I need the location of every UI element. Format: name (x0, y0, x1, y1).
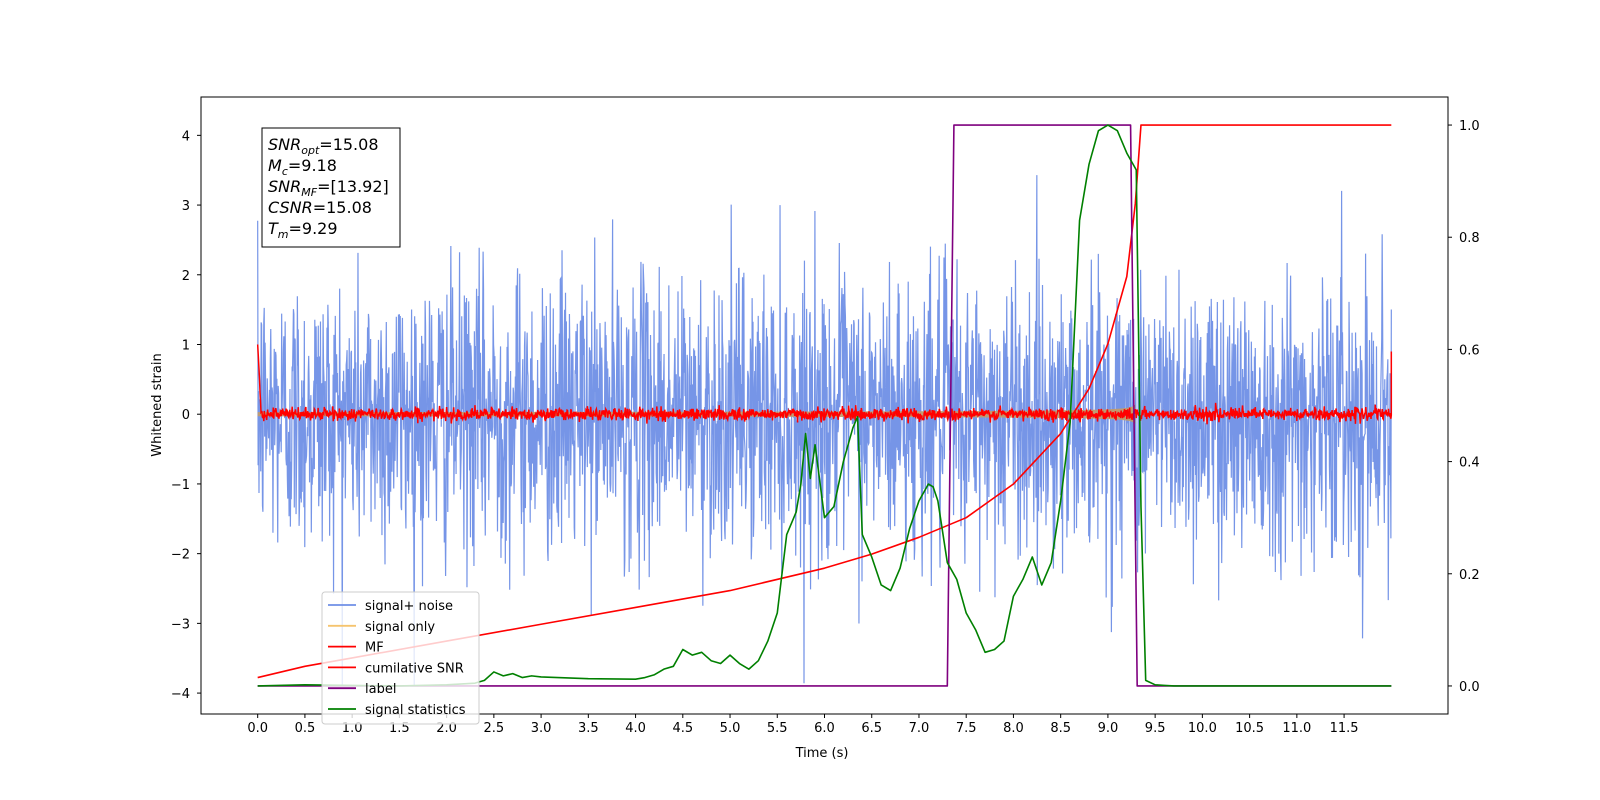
y-tick-label: 1 (182, 338, 190, 353)
x-tick-label: 1.5 (389, 721, 410, 736)
x-tick-label: 4.5 (672, 721, 693, 736)
signal-noise-series (257, 175, 1392, 687)
annotation-line: Mc=9.18 (268, 156, 337, 178)
legend-entry: label (365, 682, 396, 697)
y2-tick-label: 0.2 (1459, 568, 1480, 583)
annotation-line: Tm=9.29 (268, 219, 338, 241)
x-tick-label: 6.0 (814, 721, 835, 736)
y-tick-label: 4 (182, 129, 190, 144)
signal-statistics-line (257, 124, 1392, 687)
y-tick-label: 2 (182, 269, 190, 284)
y2-axis-ticks: 1.0 0.8 0.6 0.4 0.2 0.0 (1448, 119, 1480, 695)
x-axis-ticks: 0.0 0.5 1.0 1.5 2.0 2.5 3.0 3.5 4.0 4.5 5.0 5.5 6.0 6… (247, 714, 1359, 736)
y2-tick-label: 0.8 (1459, 231, 1480, 246)
y-tick-label: −2 (171, 548, 190, 563)
mf-series (256, 344, 1393, 425)
x-axis-label: Time (s) (795, 746, 849, 761)
x-tick-label: 7.0 (909, 721, 930, 736)
annotation-line: SNRMF=[13.92] (268, 177, 389, 199)
y-tick-label: −4 (171, 687, 190, 702)
x-tick-label: 11.0 (1282, 721, 1311, 736)
x-tick-label: 5.5 (767, 721, 788, 736)
x-tick-label: 2.0 (436, 721, 457, 736)
annotation-line: CSNR=15.08 (268, 198, 372, 217)
x-tick-label: 6.5 (861, 721, 882, 736)
y-axis-label: Whitened strain (150, 353, 165, 456)
signal-noise-line (257, 175, 1392, 687)
x-tick-label: 8.5 (1050, 721, 1071, 736)
x-tick-label: 1.0 (342, 721, 363, 736)
x-tick-label: 4.0 (625, 721, 646, 736)
mf-line (256, 344, 1393, 425)
y-tick-label: −1 (171, 478, 190, 493)
x-tick-label: 0.0 (247, 721, 268, 736)
y-tick-label: 0 (182, 408, 190, 423)
legend-entry: MF (365, 641, 384, 656)
x-tick-label: 3.0 (531, 721, 552, 736)
x-tick-label: 5.0 (720, 721, 741, 736)
x-tick-label: 10.5 (1235, 721, 1264, 736)
annotation-line: SNRopt=15.08 (268, 135, 379, 157)
legend-frame (321, 591, 480, 725)
y-tick-label: 3 (182, 199, 190, 214)
y2-tick-label: 0.4 (1459, 456, 1480, 471)
legend-entry: signal only (365, 620, 435, 635)
y-tick-label: −3 (171, 617, 190, 632)
legend-entry: cumilative SNR (365, 661, 464, 676)
y-axis-ticks: 4 3 2 1 0 −1 −2 −3 −4 (171, 129, 201, 702)
annotation-box: SNRopt=15.08Mc=9.18SNRMF=[13.92]CSNR=15.… (261, 127, 401, 248)
y2-tick-label: 1.0 (1459, 119, 1480, 134)
x-tick-label: 9.5 (1145, 721, 1166, 736)
x-tick-label: 2.5 (484, 721, 505, 736)
x-tick-label: 10.0 (1188, 721, 1217, 736)
legend-entry: signal statistics (365, 703, 466, 718)
legend: signal+ noise signal only MF cumilative SNR… (321, 591, 480, 725)
y2-tick-label: 0.0 (1459, 680, 1480, 695)
x-tick-label: 3.5 (578, 721, 599, 736)
y2-tick-label: 0.6 (1459, 343, 1480, 358)
x-tick-label: 0.5 (295, 721, 316, 736)
x-tick-label: 9.0 (1098, 721, 1119, 736)
legend-entry: signal+ noise (365, 599, 453, 614)
annotation-frame (261, 127, 401, 248)
x-tick-label: 7.5 (956, 721, 977, 736)
x-tick-label: 8.0 (1003, 721, 1024, 736)
x-tick-label: 11.5 (1330, 721, 1359, 736)
